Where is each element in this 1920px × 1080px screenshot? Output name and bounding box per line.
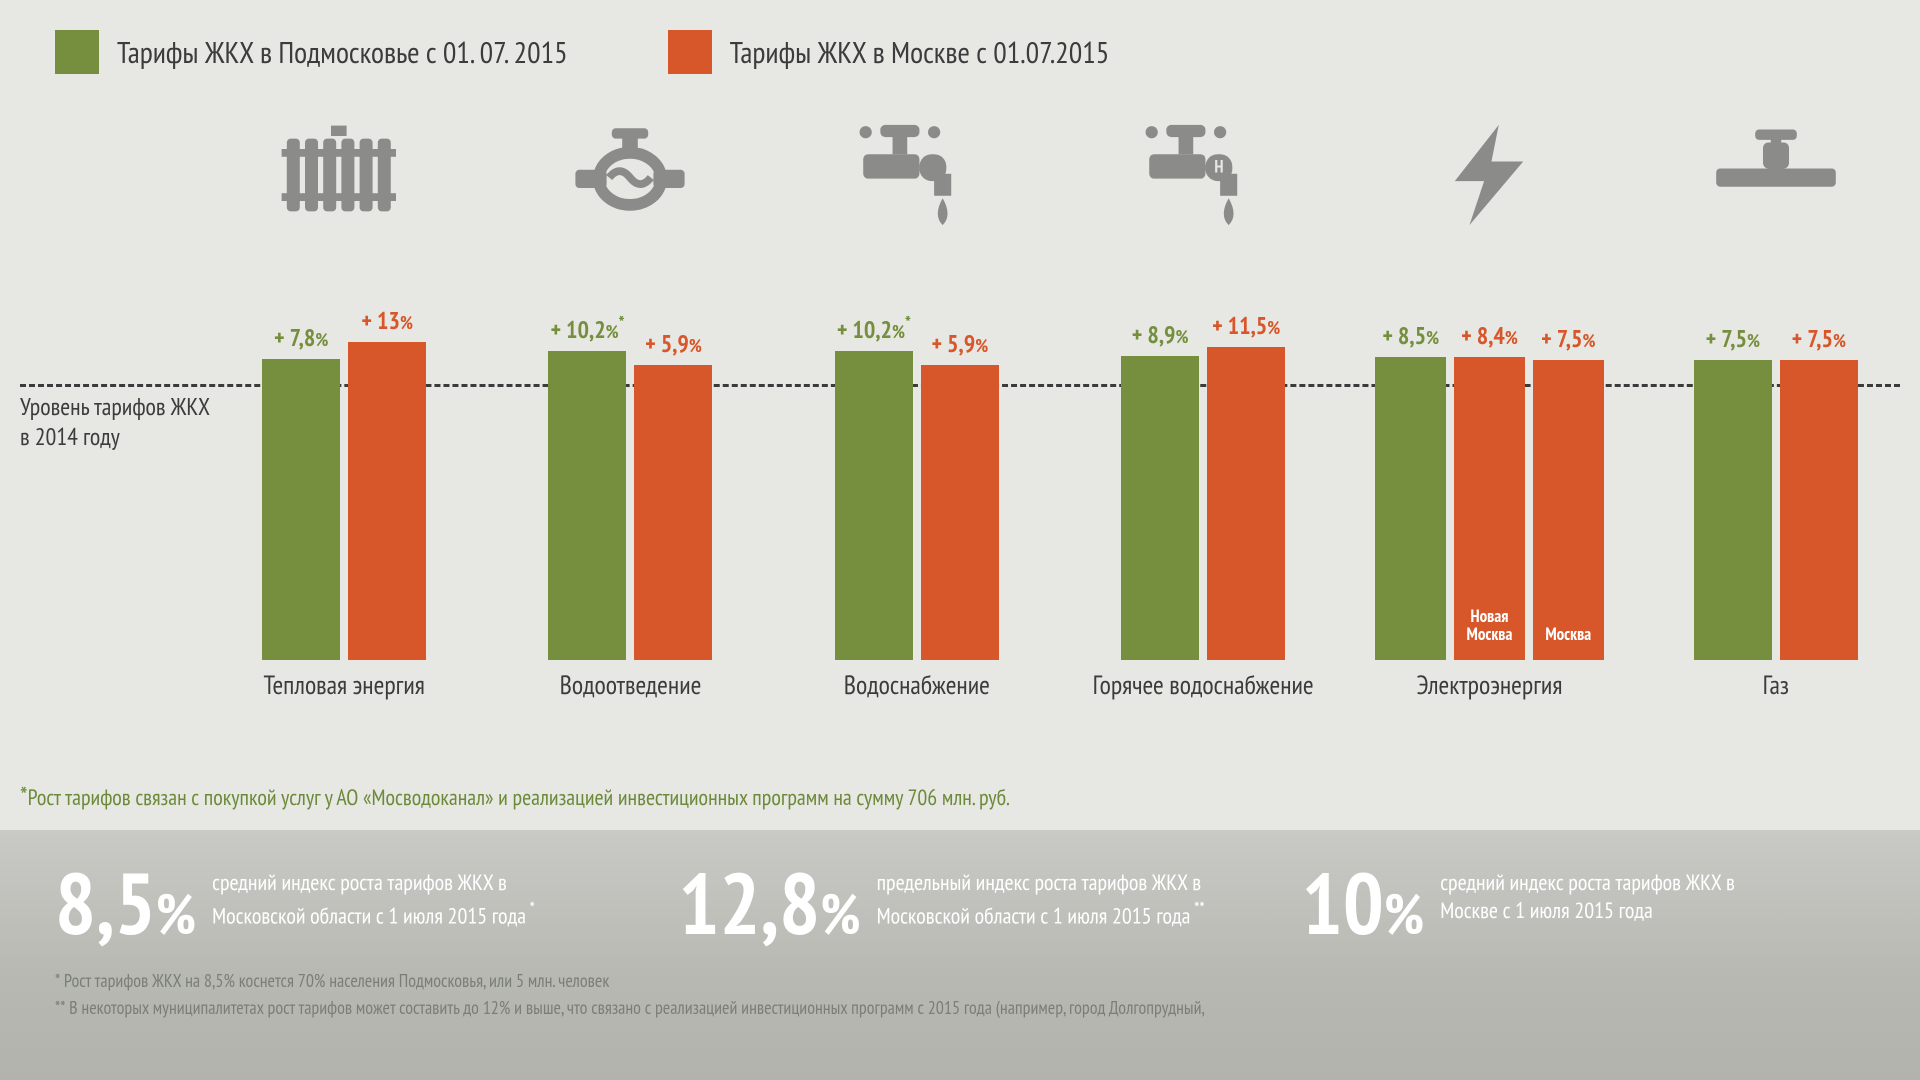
- category-label: Газ: [1662, 672, 1890, 701]
- chart-group: + 10,2%*+ 5,9%Водоснабжение: [803, 120, 1031, 720]
- category-label: Водоснабжение: [803, 672, 1031, 701]
- bar-fill: [1375, 357, 1446, 660]
- bar-fill: Новая Москва: [1454, 357, 1525, 660]
- bar-inner-label: Москва: [1545, 626, 1591, 660]
- bar: Новая Москва+ 8,4%: [1454, 384, 1525, 660]
- stats-row: 8,5%средний индекс роста тарифов ЖКХ в М…: [55, 864, 1865, 941]
- legend-item: Тарифы ЖКХ в Подмосковье с 01. 07. 2015: [55, 30, 568, 74]
- stat-value: 10%: [1302, 864, 1425, 941]
- category-label: Тепловая энергия: [230, 672, 458, 701]
- bar-fill: [634, 365, 712, 660]
- bar-row: + 7,8%+ 13%: [230, 384, 458, 660]
- category-label: Горячее водоснабжение: [1089, 672, 1317, 701]
- bar: + 8,9%: [1121, 384, 1199, 660]
- gas-icon: [1711, 120, 1841, 230]
- legend-item: Тарифы ЖКХ в Москве с 01.07.2015: [668, 30, 1110, 74]
- legend-swatch-green: [55, 30, 99, 74]
- bolt-icon: [1424, 120, 1554, 230]
- bar-value: + 5,9%: [901, 328, 1018, 359]
- chart-groups: + 7,8%+ 13%Тепловая энергия+ 10,2%*+ 5,9…: [230, 120, 1890, 720]
- bar: + 7,5%: [1694, 384, 1772, 660]
- stat-text: средний индекс роста тарифов ЖКХ в Москв…: [1440, 864, 1780, 925]
- bar-fill: [835, 351, 913, 660]
- bar: + 5,9%: [634, 384, 712, 660]
- bar-value: + 13%: [329, 305, 446, 336]
- chart-footnote: *Рост тарифов связан с покупкой услуг у …: [20, 780, 1010, 813]
- bar: + 10,2%*: [548, 384, 626, 660]
- bar: + 5,9%: [921, 384, 999, 660]
- legend-swatch-orange: [668, 30, 712, 74]
- bar-value: + 7,5%: [1760, 323, 1877, 354]
- bar-fill: Москва: [1533, 360, 1604, 660]
- bar-value: + 11,5%: [1188, 310, 1305, 341]
- legend-label: Тарифы ЖКХ в Москве с 01.07.2015: [730, 33, 1110, 72]
- bar: Москва+ 7,5%: [1533, 384, 1604, 660]
- chart-group: + 7,5%+ 7,5%Газ: [1662, 120, 1890, 720]
- chart-group: + 7,8%+ 13%Тепловая энергия: [230, 120, 458, 720]
- stat: 8,5%средний индекс роста тарифов ЖКХ в М…: [55, 864, 618, 941]
- bar-fill: [921, 365, 999, 660]
- bar-fill: [262, 359, 340, 660]
- chart-group: + 10,2%*+ 5,9%Водоотведение: [516, 120, 744, 720]
- chart-group: + 8,5%Новая Москва+ 8,4%Москва+ 7,5% Элек…: [1375, 120, 1603, 720]
- bar: + 11,5%: [1207, 384, 1285, 660]
- radiator-icon: [279, 120, 409, 230]
- stat-value: 8,5%: [55, 864, 196, 941]
- bar-fill: [1694, 360, 1772, 660]
- bar-row: + 10,2%*+ 5,9%: [803, 384, 1031, 660]
- bar-fill: [1207, 347, 1285, 660]
- bottom-panel: 8,5%средний индекс роста тарифов ЖКХ в М…: [0, 830, 1920, 1080]
- bottom-notes: * Рост тарифов ЖКХ на 8,5% коснется 70% …: [55, 967, 1865, 1021]
- bar-fill: [1780, 360, 1858, 660]
- bar-value: + 7,5%: [1515, 323, 1621, 354]
- bar: + 13%: [348, 384, 426, 660]
- bar-row: + 7,5%+ 7,5%: [1662, 384, 1890, 660]
- bar-row: + 8,5%Новая Москва+ 8,4%Москва+ 7,5%: [1375, 384, 1603, 660]
- baseline-label: Уровень тарифов ЖКХ в 2014 году: [20, 392, 220, 452]
- bar: + 8,5%: [1375, 384, 1446, 660]
- bar: + 7,5%: [1780, 384, 1858, 660]
- bottom-note: ** В некоторых муниципалитетах рост тари…: [55, 994, 1865, 1021]
- bottom-note: * Рост тарифов ЖКХ на 8,5% коснется 70% …: [55, 967, 1865, 994]
- category-label: Электроэнергия: [1375, 672, 1603, 701]
- bar-row: + 10,2%*+ 5,9%: [516, 384, 744, 660]
- bar: + 7,8%: [262, 384, 340, 660]
- stat: 10%средний индекс роста тарифов ЖКХ в Мо…: [1302, 864, 1865, 941]
- infographic: Тарифы ЖКХ в Подмосковье с 01. 07. 2015 …: [0, 0, 1920, 1080]
- chart-group: H+ 8,9%+ 11,5%Горячее водоснабжение: [1089, 120, 1317, 720]
- legend: Тарифы ЖКХ в Подмосковье с 01. 07. 2015 …: [55, 30, 1109, 74]
- stat-value: 12,8%: [678, 864, 860, 941]
- bar-value: + 5,9%: [615, 328, 732, 359]
- category-label: Водоотведение: [516, 672, 744, 701]
- stat-text: предельный индекс роста тарифов ЖКХ в Мо…: [877, 864, 1217, 930]
- tap-icon: [852, 120, 982, 230]
- svg-text:H: H: [1214, 156, 1223, 178]
- bar-inner-label: Новая Москва: [1454, 608, 1525, 660]
- stat-text: средний индекс роста тарифов ЖКХ в Моско…: [212, 864, 552, 930]
- sewer-icon: [565, 120, 695, 230]
- bar-fill: [1121, 356, 1199, 660]
- legend-label: Тарифы ЖКХ в Подмосковье с 01. 07. 2015: [117, 33, 568, 72]
- bar-fill: [548, 351, 626, 660]
- bar-fill: [348, 342, 426, 660]
- chart-area: Уровень тарифов ЖКХ в 2014 году + 7,8%+ …: [0, 120, 1920, 720]
- bar-row: + 8,9%+ 11,5%: [1089, 384, 1317, 660]
- tap-hot-icon: H: [1138, 120, 1268, 230]
- bar: + 10,2%*: [835, 384, 913, 660]
- stat: 12,8% предельный индекс роста тарифов ЖКХ…: [678, 864, 1241, 941]
